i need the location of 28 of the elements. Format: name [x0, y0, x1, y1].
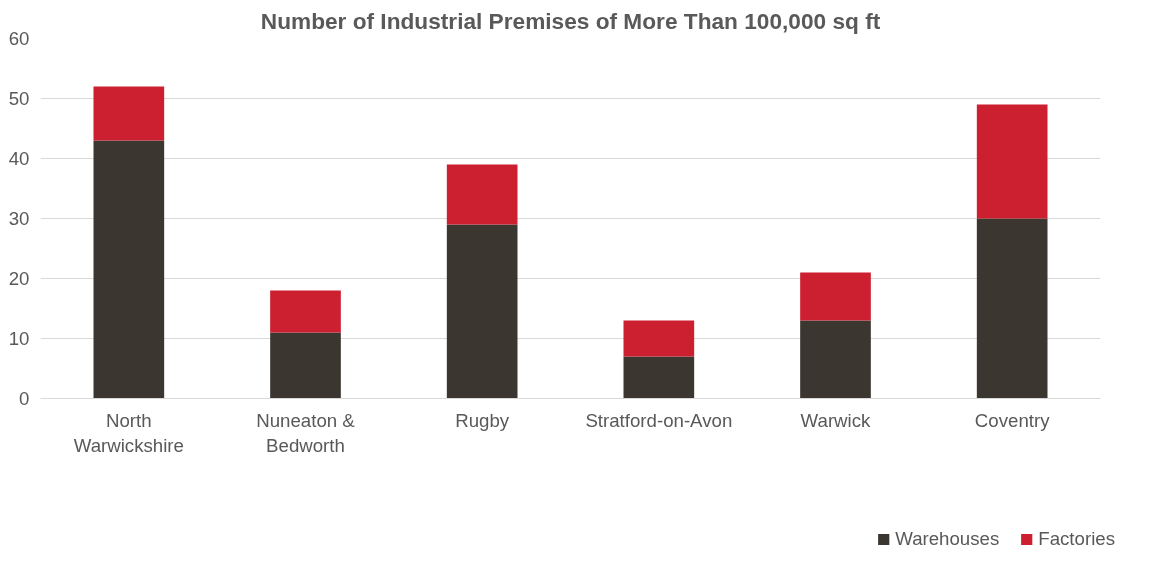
y-tick-label: 10: [8, 328, 30, 349]
y-tick-label: 50: [8, 88, 30, 109]
bar: [270, 332, 341, 399]
bar: [446, 224, 518, 399]
x-tick-label: Warwick: [800, 409, 872, 431]
y-tick-label: 60: [8, 28, 30, 49]
bar: [446, 164, 518, 225]
bar: [976, 218, 1048, 399]
bar: [270, 290, 341, 333]
y-tick-label: 30: [8, 208, 30, 229]
y-tick-label: 20: [8, 268, 30, 289]
x-tick-label: Rugby: [455, 409, 510, 431]
legend-label: Factories: [1038, 528, 1115, 550]
bar: [623, 320, 695, 357]
x-tick-label: Nuneaton & Bedworth: [256, 409, 356, 456]
bar: [976, 104, 1048, 219]
bar: [800, 272, 871, 321]
bar: [800, 320, 871, 399]
bar: [623, 356, 695, 399]
y-tick-label: 40: [8, 148, 30, 169]
x-tick-label: Stratford-on-Avon: [585, 409, 733, 431]
legend-label: Warehouses: [895, 528, 1000, 550]
y-tick-label: 0: [19, 388, 30, 409]
x-tick-label: Coventry: [974, 409, 1051, 431]
chart-title: Number of Industrial Premises of More Than 100,000 sq ft: [260, 7, 881, 34]
bar: [93, 140, 165, 399]
x-tick-label: North Warwickshire: [73, 409, 184, 456]
bar: [93, 86, 165, 141]
